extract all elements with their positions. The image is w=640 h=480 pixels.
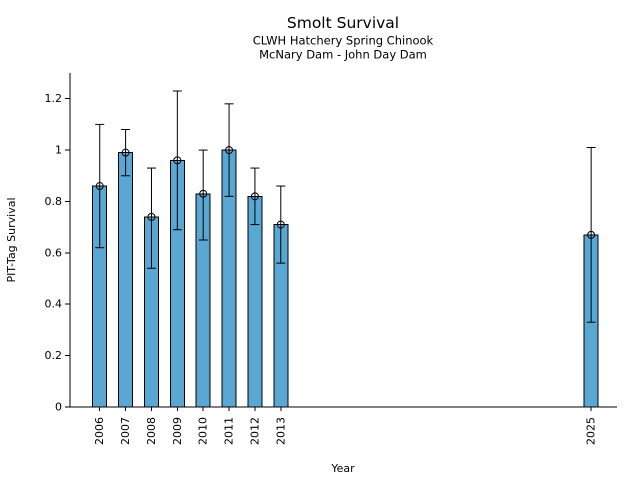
marker-2007 xyxy=(121,148,130,157)
y-tick-label-0.8: 0.8 xyxy=(45,195,63,208)
y-tick-label-0.2: 0.2 xyxy=(45,349,63,362)
marker-2011 xyxy=(225,146,234,155)
x-tick-label-2010: 2010 xyxy=(197,417,210,445)
bar-2007 xyxy=(118,152,134,408)
x-tick-label-2006: 2006 xyxy=(93,417,106,445)
chart-subtitle-line2: McNary Dam - John Day Dam xyxy=(259,48,427,62)
y-tick-label-0.6: 0.6 xyxy=(45,246,63,259)
chart-title: Smolt Survival xyxy=(287,14,399,32)
y-tick-label-0.4: 0.4 xyxy=(45,298,63,311)
marker-2025 xyxy=(587,230,596,239)
marker-2009 xyxy=(173,156,182,165)
x-tick-label-2013: 2013 xyxy=(274,417,287,445)
bar-2012 xyxy=(247,195,263,408)
x-tick-label-2008: 2008 xyxy=(145,417,158,445)
plot-area: 0 0.2 0.4 0.6 0.8 1 1.2 2006 2007 2008 2009 2010 201… xyxy=(45,73,617,445)
marker-2010 xyxy=(199,189,208,198)
x-tick-label-2007: 2007 xyxy=(119,417,132,445)
marker-2006 xyxy=(95,182,104,191)
y-tick-label-1: 1 xyxy=(55,144,62,157)
marker-2013 xyxy=(276,220,285,229)
y-tick-label-1.2: 1.2 xyxy=(45,92,63,105)
y-tick-label-0: 0 xyxy=(55,401,62,414)
x-tick-label-2025: 2025 xyxy=(585,417,598,445)
chart-subtitle-line1: CLWH Hatchery Spring Chinook xyxy=(253,34,434,48)
x-tick-label-2009: 2009 xyxy=(171,417,184,445)
x-axis-label: Year xyxy=(330,462,355,475)
x-tick-label-2012: 2012 xyxy=(248,417,261,445)
marker-2012 xyxy=(250,192,259,201)
y-axis-label: PIT-Tag Survival xyxy=(5,197,18,282)
x-tick-label-2011: 2011 xyxy=(223,417,236,445)
marker-2008 xyxy=(147,212,156,221)
